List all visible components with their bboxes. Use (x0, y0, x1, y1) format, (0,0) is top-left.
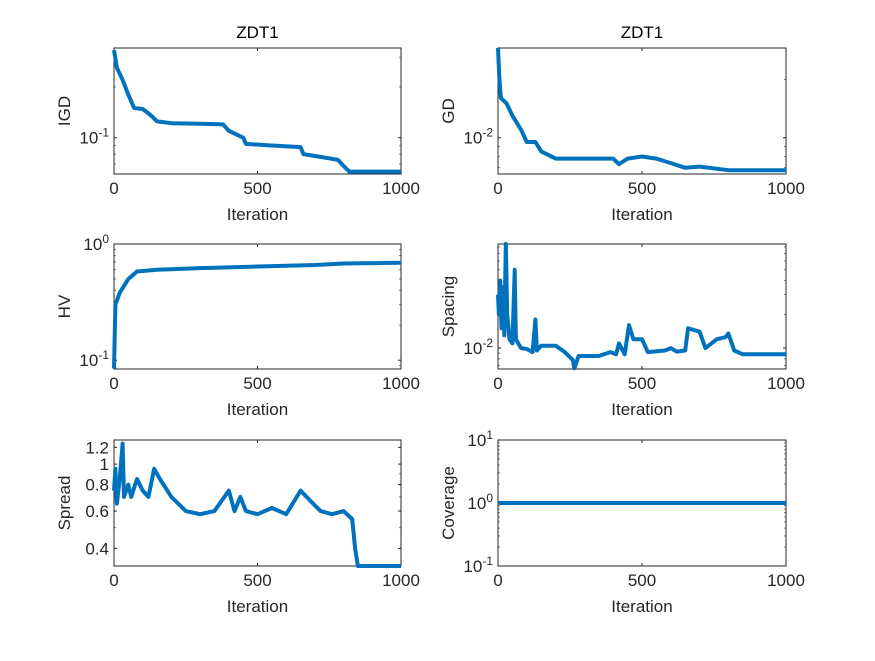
series-line-gd (496, 47, 786, 173)
y-tick-label: 1.2 (85, 438, 109, 457)
x-tick-label: 500 (243, 571, 271, 590)
x-tick-label: 500 (628, 571, 656, 590)
x-axis-label: Iteration (227, 205, 288, 224)
series-line-igd (112, 49, 401, 174)
y-tick-label: 10-2 (463, 336, 493, 358)
x-tick-label: 0 (109, 374, 118, 393)
x-tick-label: 1000 (382, 179, 420, 198)
x-axis-label: Iteration (611, 205, 672, 224)
y-tick-label: 101 (467, 428, 493, 450)
y-axis-label: GD (439, 98, 458, 124)
subplot-spread: 0 500 1000 0.4 0.6 0.8 11.2 Iteration Spread (55, 438, 420, 616)
axes-box (113, 439, 402, 567)
x-tick-label: 1000 (767, 374, 805, 393)
x-tick-label: 500 (243, 179, 271, 198)
x-axis-label: Iteration (227, 597, 288, 616)
x-axis-label: Iteration (611, 400, 672, 419)
axes-box (497, 243, 787, 370)
series-line-spread (112, 441, 401, 568)
y-tick-label: 10-1 (79, 126, 109, 148)
x-tick-label: 1000 (382, 571, 420, 590)
subplot-spacing: 0 500 1000 10-2 Iteration Spacing (439, 242, 805, 419)
x-tick-label: 500 (628, 179, 656, 198)
y-axis-label: IGD (55, 96, 74, 126)
subplot-igd: 0 500 1000 10-1 Iteration IGD ZDT1 (55, 23, 420, 224)
y-tick-label: 1 (100, 455, 109, 474)
y-tick-label: 10-2 (463, 126, 493, 148)
subplot-hv: 0 500 1000 10-1 100 Iteration HV (55, 232, 420, 419)
y-axis-label: Spread (55, 476, 74, 531)
x-tick-label: 0 (109, 571, 118, 590)
x-axis-label: Iteration (611, 597, 672, 616)
axes-box (113, 47, 402, 175)
x-tick-label: 1000 (382, 374, 420, 393)
y-tick-label: 10-1 (463, 554, 493, 576)
y-axis-label: HV (55, 294, 74, 318)
subplot-title: ZDT1 (621, 23, 664, 42)
series-line-spacing (496, 242, 786, 371)
x-tick-label: 0 (493, 374, 502, 393)
y-tick-label: 100 (467, 491, 493, 513)
subplot-title: ZDT1 (236, 23, 279, 42)
subplot-coverage: 0 500 1000 10-1 100 101 Iteration Coverage (439, 428, 805, 616)
x-tick-label: 0 (109, 179, 118, 198)
x-tick-label: 500 (628, 374, 656, 393)
x-tick-label: 0 (493, 571, 502, 590)
y-tick-label: 100 (83, 232, 109, 254)
y-tick-label: 0.8 (85, 476, 109, 495)
y-axis-label: Coverage (439, 466, 458, 540)
series-line-hv (112, 260, 402, 369)
y-tick-label: 0.6 (85, 502, 109, 521)
x-tick-label: 500 (243, 374, 271, 393)
y-tick-label: 10-1 (79, 348, 109, 370)
y-axis-label: Spacing (439, 276, 458, 337)
x-tick-label: 1000 (767, 571, 805, 590)
x-tick-label: 0 (493, 179, 502, 198)
subplot-gd: 0 500 1000 10-2 Iteration GD ZDT1 (439, 23, 805, 224)
x-axis-label: Iteration (227, 400, 288, 419)
x-tick-label: 1000 (767, 179, 805, 198)
y-tick-label: 0.4 (85, 539, 109, 558)
